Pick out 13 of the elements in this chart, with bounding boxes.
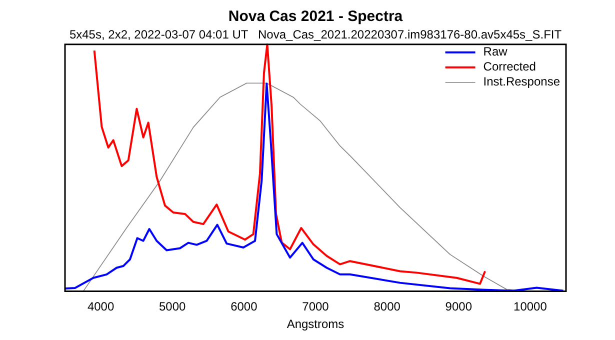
chart-title: Nova Cas 2021 - Spectra xyxy=(228,8,404,26)
legend-label: Corrected xyxy=(483,60,536,74)
x-tick-label: 6000 xyxy=(230,300,258,314)
legend-label: Raw xyxy=(483,44,508,59)
x-tick-label: 9000 xyxy=(445,300,472,314)
x-tick-label: 5000 xyxy=(159,300,186,314)
x-tick-label: 7000 xyxy=(302,300,330,314)
x-tick-label: 4000 xyxy=(87,300,114,314)
legend-label: Inst.Response xyxy=(483,74,560,89)
x-tick-label: 8000 xyxy=(374,300,401,314)
chart-subtitle: 5x45s, 2x2, 2022-03-07 04:01 UT Nova_Cas_2021.20220307.im983176-80.av5x45s_S.FIT xyxy=(69,28,562,42)
x-tick-label: 10000 xyxy=(514,300,548,314)
x-axis-title: Angstroms xyxy=(286,317,344,332)
